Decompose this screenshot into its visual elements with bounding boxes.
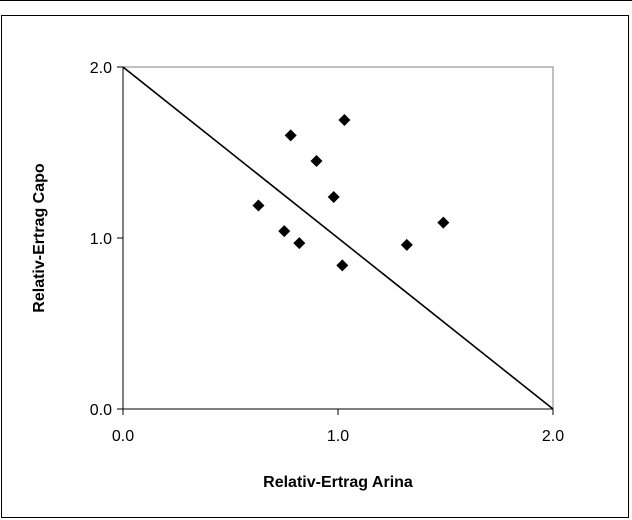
data-point <box>437 216 450 229</box>
top-border-line <box>0 0 632 1</box>
data-point <box>278 225 291 238</box>
y-axis-title: Relativ-Ertrag Capo <box>31 163 48 313</box>
x-tick-label: 2.0 <box>542 428 564 445</box>
data-point <box>336 259 349 272</box>
data-point <box>400 238 413 251</box>
data-point <box>293 237 306 250</box>
data-point <box>338 114 351 127</box>
data-point <box>327 190 340 203</box>
data-point <box>252 199 265 212</box>
x-axis-title: Relativ-Ertrag Arina <box>263 474 413 491</box>
reference-line <box>122 66 554 410</box>
chart-frame <box>1 15 629 518</box>
y-tick-label: 1.0 <box>90 231 112 248</box>
data-point <box>284 129 297 142</box>
x-tick-label: 0.0 <box>112 428 134 445</box>
x-tick-label: 1.0 <box>327 428 349 445</box>
data-point <box>310 155 323 168</box>
y-tick-label: 0.0 <box>90 402 112 419</box>
y-tick-label: 2.0 <box>90 60 112 77</box>
